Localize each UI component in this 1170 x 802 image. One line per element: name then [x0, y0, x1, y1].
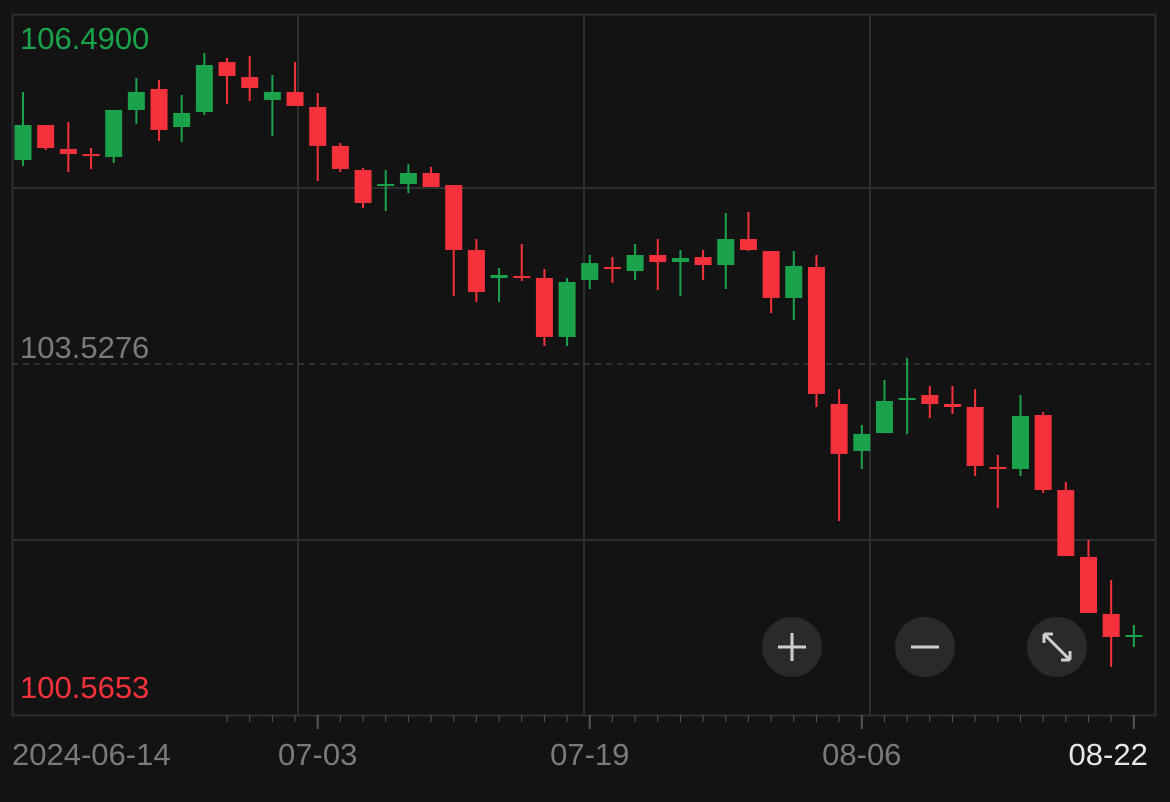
candle-body [354, 170, 372, 203]
candle-body [218, 62, 236, 77]
candles [12, 53, 1156, 667]
candle-body [989, 467, 1007, 470]
candle-body [173, 113, 191, 127]
x-tick-label: 08-22 [1069, 737, 1148, 772]
candle-body [966, 407, 984, 466]
candle-body [875, 401, 893, 434]
candle-body [739, 239, 757, 251]
candle-body [694, 257, 712, 266]
candle-body [649, 254, 667, 263]
x-tick-label: 08-06 [822, 737, 901, 772]
candle-body [671, 257, 689, 263]
candle-body [921, 394, 939, 405]
candle-body [241, 77, 259, 89]
candle-body [1102, 613, 1120, 637]
candle-body [127, 91, 145, 110]
candle-body [467, 250, 485, 292]
x-tick-label: 2024-06-14 [12, 737, 171, 772]
candle-body [422, 173, 440, 187]
candle-body [82, 154, 100, 157]
candle-body [717, 239, 735, 266]
price-label: 103.5276 [20, 330, 149, 365]
labels: 106.4900 103.5276 100.5653 2024-06-14 07-03 0… [12, 21, 1148, 772]
candle-body [558, 282, 576, 337]
candle-body [603, 267, 621, 270]
candle-body [1125, 635, 1143, 638]
expand-icon [1042, 632, 1072, 662]
candle-body [943, 404, 961, 408]
candle-body [830, 404, 848, 454]
candle-body [762, 251, 780, 298]
candle-body [626, 254, 644, 272]
price-label: 100.5653 [20, 670, 149, 705]
zoom-out-button[interactable] [895, 617, 955, 677]
candle-body [581, 263, 599, 280]
x-tick-label: 07-19 [550, 737, 629, 772]
candle-body [331, 145, 349, 169]
candle-body [535, 277, 553, 337]
candle-body [785, 265, 803, 298]
candle-body [263, 91, 281, 100]
candle-body [286, 91, 304, 106]
candle-body [309, 106, 327, 146]
candle-body [898, 397, 916, 400]
candle-body [807, 267, 825, 394]
candle-body [1079, 556, 1097, 614]
candle-body [377, 183, 395, 186]
candle-body [37, 125, 55, 149]
candle-body [195, 65, 213, 112]
candle-body [14, 125, 32, 161]
candle-body [490, 274, 508, 278]
fullscreen-button[interactable] [1027, 617, 1087, 677]
candle-body [853, 433, 871, 451]
candle-body [399, 173, 417, 184]
candle-body [150, 88, 168, 131]
candle-body [105, 109, 123, 157]
x-tick-label: 07-03 [278, 737, 357, 772]
zoom-in-button[interactable] [762, 617, 822, 677]
candle-body [445, 185, 463, 251]
plus-icon [778, 633, 806, 661]
candle-body [513, 276, 531, 279]
candle-body [1057, 490, 1075, 557]
candle-body [59, 148, 77, 155]
price-label: 106.4900 [20, 21, 149, 56]
candle-body [1011, 416, 1029, 469]
candle-body [1034, 414, 1052, 491]
